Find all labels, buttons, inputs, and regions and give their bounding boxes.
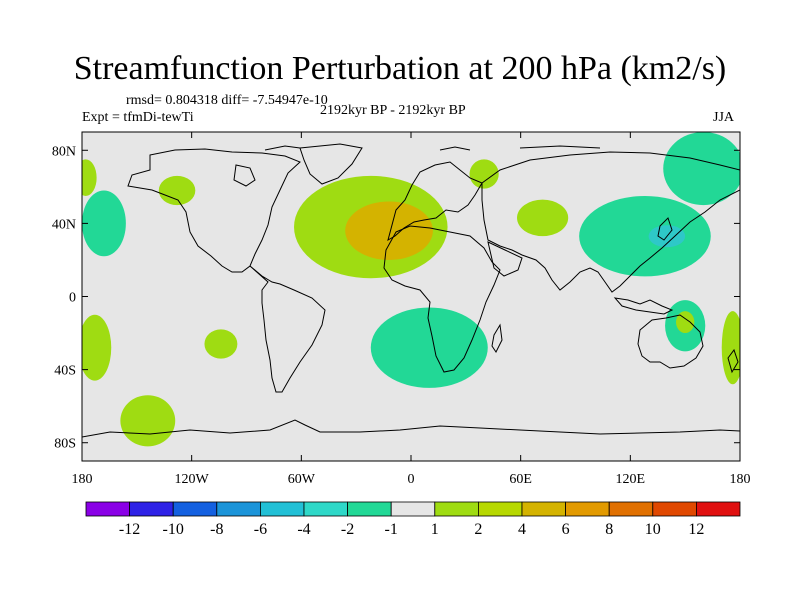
lon-tick-label: 120W	[175, 472, 210, 487]
colorbar-label: 10	[645, 521, 661, 538]
colorbar-swatch	[259, 501, 305, 517]
colorbar-label: -6	[254, 521, 267, 538]
anomaly-australia-core	[676, 311, 695, 334]
colorbar-label: 12	[688, 521, 704, 538]
colorbar-label: 2	[474, 521, 482, 538]
lon-tick-label: 180	[72, 472, 93, 487]
colorbar-label: 8	[605, 521, 613, 538]
anomaly-south-pacific-high	[82, 314, 112, 381]
experiment-label: Expt = tfmDi-tewTi	[82, 110, 194, 125]
colorbar-swatch	[216, 501, 261, 517]
lon-tick-label: 180	[730, 472, 751, 487]
anomaly-south-pacific-mid-high	[204, 329, 238, 359]
colorbar-swatch	[129, 501, 174, 517]
season-label: JJA	[713, 110, 735, 125]
colorbar-swatch	[390, 501, 436, 517]
anomaly-west-pacific-low	[579, 195, 711, 277]
lon-tick-label: 120E	[616, 472, 646, 487]
colorbar-label: -12	[119, 521, 140, 538]
anomaly-layer	[82, 132, 740, 447]
anomaly-central-asia-high	[517, 199, 569, 237]
lon-tick-label: 60W	[288, 472, 316, 487]
colorbar: -12 -10 -8 -6 -4 -2 -1 1 2 4 6 8 10 12	[85, 501, 741, 538]
lat-tick-label: 0	[69, 291, 76, 306]
colorbar-label: -10	[163, 521, 184, 538]
coastlines	[82, 143, 740, 438]
colorbar-swatch	[434, 501, 479, 517]
colorbar-label: 6	[562, 521, 570, 538]
anomaly-southern-ocean-high	[120, 395, 176, 447]
plot-title: Streamfunction Perturbation at 200 hPa (…	[73, 50, 727, 87]
anomaly-arctic-siberia-low	[663, 132, 740, 206]
colorbar-swatch	[608, 501, 654, 517]
colorbar-swatch	[477, 501, 523, 517]
lat-tick-label: 80S	[54, 437, 76, 452]
colorbar-swatch	[696, 501, 741, 517]
lat-tick-label: 80N	[52, 144, 76, 159]
colorbar-label: 4	[518, 521, 526, 538]
period-label: 2192kyr BP - 2192kyr BP	[320, 103, 466, 118]
lon-tick-label: 0	[408, 472, 415, 487]
anomaly-north-pacific-east-low	[82, 190, 126, 257]
colorbar-swatch	[347, 501, 392, 517]
colorbar-swatch	[652, 501, 697, 517]
anomaly-north-atlantic-africa-core	[345, 201, 433, 260]
colorbar-label: -4	[297, 521, 310, 538]
anomaly-north-pacific-west-high	[82, 159, 97, 196]
lat-tick-label: 40N	[52, 217, 76, 232]
longitude-axis: 180 120W 60W 0 60E 120E 180	[72, 132, 751, 487]
lon-tick-label: 60E	[509, 472, 532, 487]
colorbar-label: 1	[431, 521, 439, 538]
colorbar-swatch	[521, 501, 566, 517]
anomaly-alaska-high	[158, 175, 196, 206]
anomaly-south-atlantic-low	[370, 307, 488, 388]
colorbar-swatch	[85, 501, 130, 517]
rmsd-stats: rmsd= 0.804318 diff= -7.54947e-10	[126, 93, 328, 108]
colorbar-label: -2	[341, 521, 354, 538]
lat-tick-label: 40S	[54, 364, 76, 379]
colorbar-swatch	[303, 501, 348, 517]
latitude-axis: 80N 40N 0 40S 80S	[52, 144, 740, 452]
colorbar-swatch	[172, 501, 218, 517]
colorbar-label: -1	[385, 521, 398, 538]
colorbar-label: -8	[210, 521, 223, 538]
colorbar-swatch	[565, 501, 610, 517]
